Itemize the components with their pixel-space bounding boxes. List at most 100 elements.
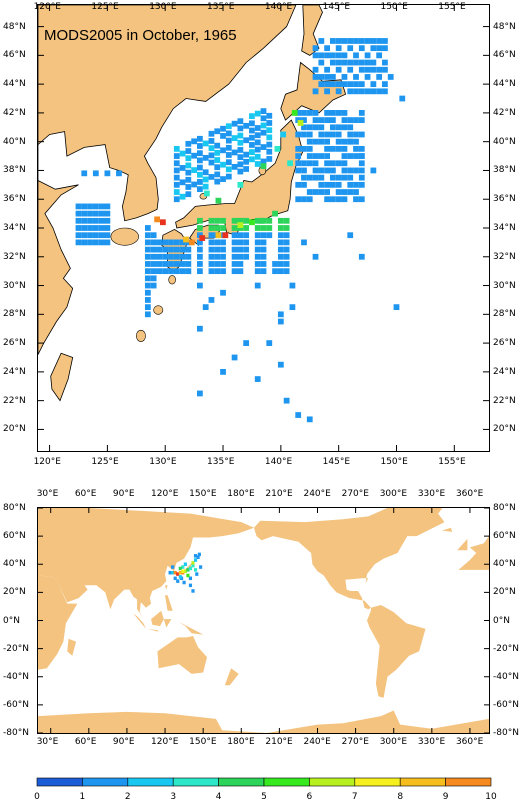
x-tick-label-bottom: 60°E [74, 737, 97, 747]
observation-cell [295, 131, 302, 138]
observation-cell [347, 174, 354, 181]
x-tick-label-top: 30°E [36, 489, 59, 499]
island-greenland [388, 508, 445, 537]
observation-cell [75, 239, 82, 246]
observation-cell [329, 145, 336, 152]
x-tick-label-bottom: 125°E [91, 457, 119, 467]
observation-cell [249, 120, 255, 127]
colorbar-label: 9 [443, 792, 449, 802]
observation-cell [208, 225, 215, 231]
colorbar-label: 1 [80, 792, 86, 802]
observation-cell [81, 210, 88, 217]
observation-cell [306, 110, 313, 116]
observation-cell [92, 203, 99, 210]
observation-cell [81, 225, 88, 231]
observation-cell [329, 81, 336, 88]
y-tick-label-left: 24°N [3, 366, 26, 377]
observation-cell [277, 261, 284, 267]
colorbar-segment [218, 777, 265, 787]
small-island [135, 329, 146, 342]
continent-europe-west [458, 536, 489, 570]
observation-cell [208, 145, 215, 152]
observation-cell [382, 45, 388, 52]
observation-cell [312, 124, 319, 131]
observation-cell [335, 138, 342, 145]
y-tick-label-left: 42°N [3, 107, 26, 118]
observation-cell [382, 66, 388, 73]
observation-cell [208, 297, 215, 303]
observation-cell [347, 117, 354, 123]
observation-cell [98, 225, 105, 231]
observation-cell [347, 66, 354, 73]
observation-cell [225, 123, 232, 130]
observation-cell [173, 261, 180, 267]
island-taiwan [50, 352, 74, 402]
world-map [37, 507, 490, 734]
observation-cell [318, 174, 325, 181]
observation-cell [341, 81, 348, 88]
observation-cell [312, 45, 319, 52]
observation-cell [312, 52, 319, 59]
observation-cell [324, 88, 330, 95]
observation-cell [249, 149, 255, 155]
observation-cell [358, 153, 365, 159]
observation-cell [144, 311, 151, 318]
continent-south-america [367, 605, 426, 698]
observation-cell [188, 239, 195, 246]
observation-cell [178, 575, 182, 579]
observation-cell [306, 416, 313, 423]
observation-cell [214, 217, 221, 224]
y-tick-label-left: 48°N [3, 21, 26, 32]
observation-cell [324, 110, 330, 116]
observation-cell [260, 232, 267, 239]
observation-cell [260, 115, 267, 122]
observation-cell [341, 117, 348, 123]
observation-cell [92, 225, 99, 231]
observation-cell [225, 152, 232, 158]
observation-cell [260, 129, 267, 136]
observation-cell [295, 160, 302, 167]
observation-cell [272, 268, 278, 275]
observation-cell [249, 156, 255, 163]
colorbar-segment [82, 777, 129, 787]
observation-cell [185, 162, 192, 169]
observation-cell [150, 275, 157, 282]
observation-cell [173, 145, 180, 152]
y-tick-label-right: 48°N [493, 21, 516, 32]
colorbar-label: 0 [34, 792, 40, 802]
observation-cell [185, 253, 192, 260]
observation-cell [231, 163, 238, 170]
y-tick-label-right: 28°N [493, 309, 516, 320]
island-new-guinea [179, 621, 204, 635]
world-map-canvas [38, 508, 489, 733]
x-tick-label-top: 210°E [265, 489, 293, 499]
observation-cell [202, 169, 209, 176]
island-taiwan [165, 585, 168, 590]
observation-cell [231, 354, 238, 361]
observation-cell [231, 149, 238, 156]
observation-cell [208, 268, 215, 275]
observation-cell [104, 210, 111, 217]
observation-cell [150, 246, 157, 253]
observation-cell [277, 239, 284, 246]
observation-cell [176, 579, 180, 583]
continent-australia [157, 636, 207, 674]
observation-cell [231, 120, 238, 127]
observation-cell [196, 555, 200, 559]
observation-cell [188, 583, 193, 588]
observation-cell [347, 81, 354, 88]
observation-cell [208, 130, 215, 137]
observation-cell [277, 225, 284, 231]
observation-cell [202, 304, 209, 311]
observation-cell [144, 232, 151, 239]
observation-cell [254, 225, 261, 231]
observation-cell [301, 239, 307, 246]
observation-cell [208, 174, 215, 180]
colorbar-label: 3 [170, 792, 176, 802]
observation-cell [220, 368, 226, 375]
observation-cell [335, 81, 342, 88]
observation-cell [208, 246, 215, 253]
observation-cell [329, 196, 336, 203]
observation-cell [358, 66, 365, 73]
observation-cell [260, 253, 267, 260]
